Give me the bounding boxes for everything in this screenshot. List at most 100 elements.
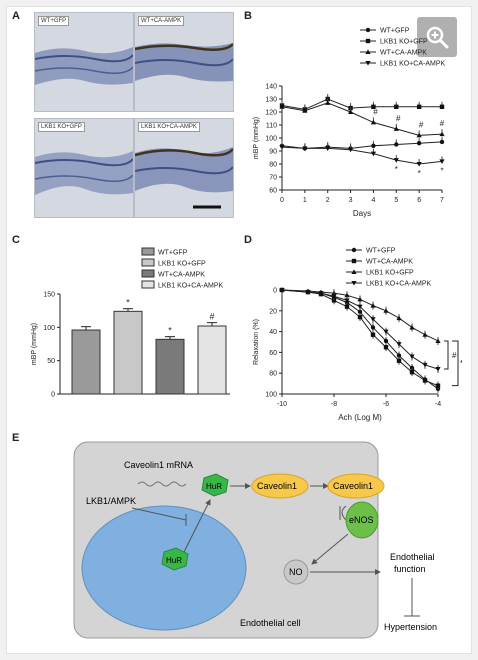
series-line bbox=[281, 102, 443, 136]
panel-label-d: D bbox=[244, 234, 252, 246]
tissue-section bbox=[135, 119, 233, 217]
legend-entry: LKB1 KO+GFP bbox=[158, 261, 206, 268]
data-point bbox=[357, 304, 363, 310]
caveolin1-node bbox=[251, 473, 309, 499]
data-point bbox=[325, 100, 331, 105]
legend-marker bbox=[351, 281, 357, 286]
y-tick-label: 150 bbox=[43, 292, 55, 299]
legend-marker bbox=[365, 27, 371, 33]
bar bbox=[155, 338, 185, 395]
panel-label-a: A bbox=[12, 10, 20, 22]
caveolin1-mrna-label: Caveolin1 mRNA bbox=[124, 460, 193, 470]
significance-mark: # bbox=[209, 312, 214, 322]
x-axis-label: Ach (Log M) bbox=[338, 413, 382, 422]
data-point bbox=[279, 145, 285, 150]
data-point bbox=[302, 108, 308, 113]
legend-marker bbox=[351, 269, 357, 274]
star-annotation: * bbox=[440, 166, 443, 175]
y-tick-label: 110 bbox=[266, 123, 277, 130]
data-point bbox=[422, 378, 428, 383]
y-tick-label: 120 bbox=[265, 110, 277, 117]
data-point bbox=[325, 146, 331, 151]
legend-entry: WT+CA-AMPK bbox=[380, 50, 427, 57]
enos-node bbox=[345, 501, 379, 539]
x-tick-label: -10 bbox=[277, 401, 287, 408]
legend-entry: LKB1 KO+CA-AMPK bbox=[380, 61, 445, 68]
data-point bbox=[344, 292, 350, 298]
panel-label-c: C bbox=[12, 234, 20, 246]
legend-swatch bbox=[141, 269, 155, 278]
data-point bbox=[318, 291, 324, 296]
micrograph-label: LKB1 KO+CA-AMPK bbox=[138, 122, 200, 132]
y-tick-label: 60 bbox=[269, 350, 277, 357]
caveolin1-label: Caveolin1 bbox=[257, 481, 297, 491]
data-point bbox=[279, 104, 285, 109]
y-tick-label: 50 bbox=[47, 358, 55, 365]
micrograph-wt-ca-ampk: WT+CA-AMPK bbox=[134, 12, 234, 112]
data-point bbox=[370, 151, 377, 157]
data-point bbox=[422, 332, 428, 337]
legend-entry: LKB1 KO+GFP bbox=[380, 39, 428, 46]
legend-entry: LKB1 KO+CA-AMPK bbox=[366, 281, 431, 288]
data-point bbox=[394, 142, 399, 147]
data-point bbox=[383, 329, 389, 335]
data-point bbox=[396, 315, 402, 321]
micrograph-lkb1-ko-gfp: LKB1 KO+GFP bbox=[34, 118, 134, 218]
data-point bbox=[396, 342, 402, 347]
y-tick-label: 70 bbox=[269, 175, 277, 182]
y-tick-label: 90 bbox=[269, 149, 277, 156]
data-point bbox=[416, 162, 422, 167]
hur-nucleus-label: HuR bbox=[166, 556, 182, 565]
data-point bbox=[409, 354, 415, 360]
endothelial-cell-label: Endothelial cell bbox=[240, 618, 301, 628]
data-point bbox=[383, 338, 389, 344]
y-tick-label: 60 bbox=[269, 188, 277, 195]
legend-marker bbox=[351, 258, 357, 264]
y-tick-label: 100 bbox=[43, 325, 55, 332]
data-point bbox=[416, 104, 422, 109]
data-point bbox=[279, 288, 285, 293]
legend-entry: WT+GFP bbox=[380, 28, 410, 35]
enos-inhibition bbox=[341, 505, 347, 521]
caveolin1-membrane-node bbox=[327, 473, 385, 499]
x-tick-label: -8 bbox=[331, 401, 337, 408]
x-tick-label: 5 bbox=[394, 197, 398, 204]
legend-swatch bbox=[141, 247, 155, 256]
x-tick-label: 4 bbox=[371, 197, 375, 204]
micrograph-label: LKB1 KO+GFP bbox=[38, 122, 85, 132]
data-point bbox=[416, 132, 422, 138]
y-tick-label: 80 bbox=[269, 162, 277, 169]
no-label: NO bbox=[289, 567, 303, 577]
hypertension-label: Hypertension bbox=[384, 622, 437, 632]
nucleus bbox=[81, 505, 247, 631]
legend-swatch bbox=[141, 258, 155, 267]
data-point bbox=[357, 296, 363, 302]
data-point bbox=[439, 131, 445, 137]
data-point bbox=[305, 290, 311, 295]
data-point bbox=[396, 353, 402, 358]
bar bbox=[113, 310, 143, 395]
zoom-button[interactable] bbox=[417, 17, 457, 57]
data-point bbox=[370, 303, 376, 308]
significance-mark: * bbox=[168, 326, 172, 336]
legend-entry: WT+GFP bbox=[366, 248, 396, 255]
data-point bbox=[439, 139, 445, 145]
data-point bbox=[435, 383, 441, 388]
no-molecule bbox=[283, 559, 309, 585]
micrograph-lkb1-ko-ca-ampk: LKB1 KO+CA-AMPK bbox=[134, 118, 234, 218]
series-line bbox=[281, 289, 439, 342]
data-point bbox=[435, 338, 441, 343]
tissue-section bbox=[35, 119, 133, 217]
x-tick-label: 6 bbox=[417, 197, 421, 204]
legend-marker bbox=[365, 61, 371, 66]
data-point bbox=[347, 109, 354, 114]
data-point bbox=[370, 317, 376, 322]
data-point bbox=[383, 345, 389, 350]
tissue-section bbox=[135, 13, 233, 111]
data-point bbox=[393, 158, 399, 163]
data-point bbox=[370, 119, 377, 125]
y-tick-label: 0 bbox=[273, 288, 277, 295]
data-point bbox=[422, 362, 428, 368]
bracket-star bbox=[452, 340, 459, 387]
y-tick-label: 80 bbox=[269, 371, 277, 378]
